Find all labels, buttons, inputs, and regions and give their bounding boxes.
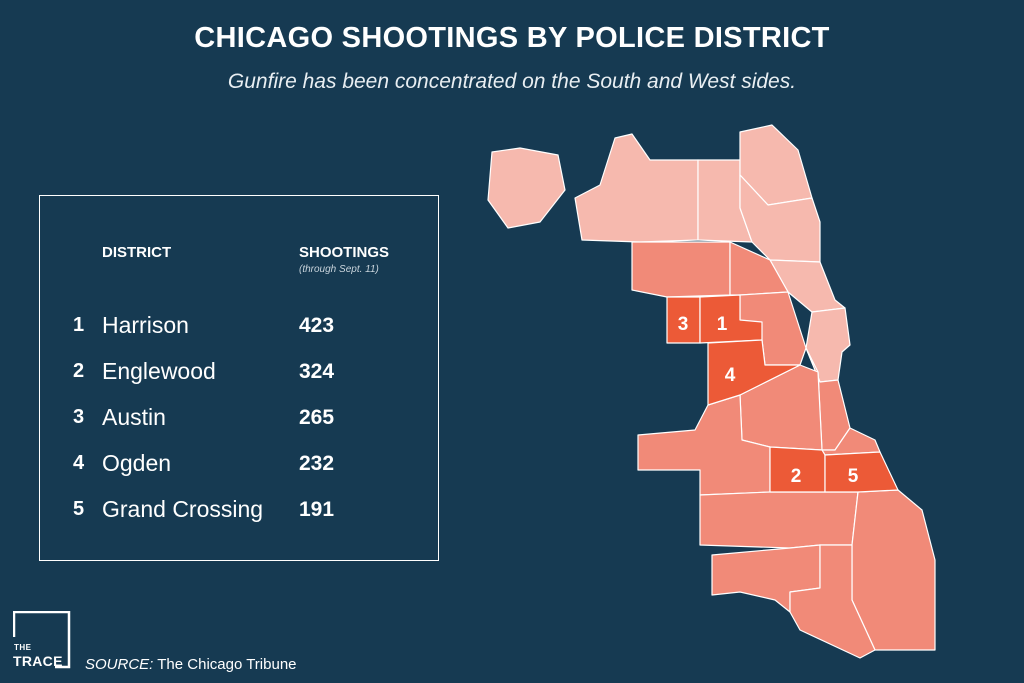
logo-trace-text: TRACE [13, 653, 63, 669]
the-trace-logo: THE TRACE [13, 611, 71, 669]
shootings-column-header: SHOOTINGS [299, 244, 390, 261]
page-title: CHICAGO SHOOTINGS BY POLICE DISTRICT [194, 22, 830, 54]
map-label-englewood: 2 [791, 466, 802, 487]
table-row: 2 Englewood 324 [40, 358, 438, 390]
row-district: Ogden [102, 450, 172, 476]
row-shootings: 265 [299, 406, 335, 429]
map-district-harrison [699, 294, 763, 344]
map-district-gresham [699, 491, 859, 549]
row-district: Englewood [102, 358, 216, 384]
logo-the-text: THE [14, 643, 32, 652]
row-district: Harrison [102, 312, 189, 338]
table-row: 4 Ogden 232 [40, 450, 438, 482]
source-credit: SOURCE: The Chicago Tribune [85, 656, 297, 673]
map-district-ogden [707, 339, 801, 406]
map-district-ohare [487, 147, 566, 229]
map-label-austin: 3 [678, 314, 689, 335]
district-table: DISTRICT SHOOTINGS (through Sept. 11) 1 … [39, 195, 439, 561]
row-shootings: 191 [299, 498, 335, 521]
map-district-jefferson-park [574, 133, 699, 243]
map-label-ogden: 4 [725, 365, 736, 386]
logo-frame-icon [13, 611, 71, 669]
map-label-grand-crossing: 5 [848, 466, 859, 487]
row-rank: 4 [73, 452, 85, 474]
page-subtitle: Gunfire has been concentrated on the Sou… [227, 70, 797, 93]
row-shootings: 423 [299, 314, 335, 337]
source-label: SOURCE: [85, 656, 154, 673]
row-shootings: 324 [299, 360, 335, 383]
table-row: 1 Harrison 423 [40, 312, 438, 344]
table-row: 5 Grand Crossing 191 [40, 496, 438, 528]
row-district: Grand Crossing [102, 496, 264, 522]
source-text: The Chicago Tribune [157, 656, 297, 673]
row-rank: 3 [73, 406, 85, 428]
row-district: Austin [102, 404, 166, 430]
row-rank: 1 [73, 314, 85, 336]
district-column-header: DISTRICT [102, 244, 172, 261]
row-rank: 2 [73, 360, 85, 382]
map-district-calumet [789, 544, 876, 659]
table-row: 3 Austin 265 [40, 404, 438, 436]
map-label-harrison: 1 [717, 314, 728, 335]
shootings-column-note: (through Sept. 11) [299, 264, 379, 275]
row-shootings: 232 [299, 452, 335, 475]
map-district-grand-crossing [824, 451, 899, 493]
row-rank: 5 [73, 498, 85, 520]
map-district-grand-central [631, 241, 731, 298]
